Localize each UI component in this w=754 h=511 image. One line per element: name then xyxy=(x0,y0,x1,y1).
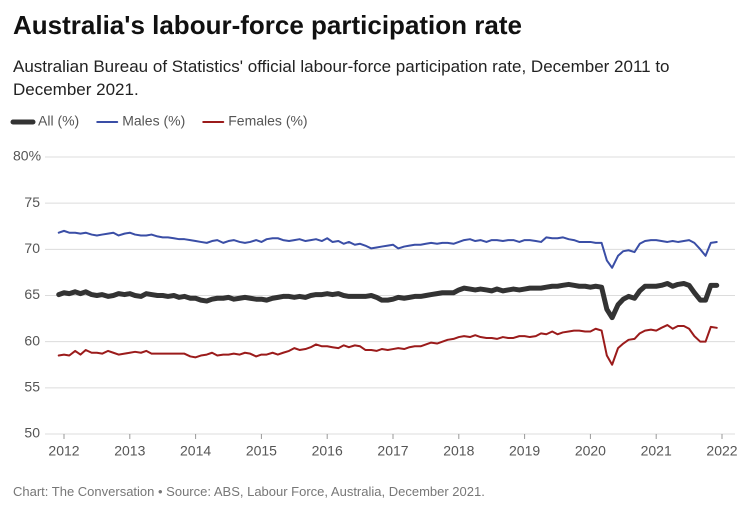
x-tick-label: 2019 xyxy=(509,443,540,459)
y-tick-label: 55 xyxy=(24,379,40,395)
series-line xyxy=(57,324,718,366)
x-tick-label: 2012 xyxy=(48,443,79,459)
chart-title: Australia's labour-force participation r… xyxy=(13,10,522,40)
chart: 50 55 60 65 70 75 80% 2012 2013 2014 2015 2016 2017 2… xyxy=(10,113,738,459)
legend-label: All (%) xyxy=(38,113,79,129)
y-tick-label: 50 xyxy=(24,425,40,441)
y-tick-label: 80% xyxy=(13,148,41,164)
x-tick-label: 2021 xyxy=(641,443,672,459)
series-line xyxy=(57,229,718,269)
y-tick-label: 70 xyxy=(24,240,40,256)
y-tick-label: 65 xyxy=(24,286,40,302)
x-tick-label: 2013 xyxy=(114,443,145,459)
chart-subtitle: Australian Bureau of Statistics' officia… xyxy=(13,57,670,99)
x-tick-label: 2016 xyxy=(312,443,343,459)
legend-label: Males (%) xyxy=(122,113,185,129)
x-tick-label: 2022 xyxy=(706,443,737,459)
x-tick-label: 2020 xyxy=(575,443,606,459)
x-tick-label: 2015 xyxy=(246,443,277,459)
series-line xyxy=(56,281,720,321)
x-tick-label: 2017 xyxy=(377,443,408,459)
legend-label: Females (%) xyxy=(228,113,307,129)
x-tick-label: 2018 xyxy=(443,443,474,459)
y-tick-label: 75 xyxy=(24,194,40,210)
x-tick-label: 2014 xyxy=(180,443,211,459)
y-tick-label: 60 xyxy=(24,332,40,348)
source-note: Chart: The Conversation • Source: ABS, L… xyxy=(13,484,485,499)
